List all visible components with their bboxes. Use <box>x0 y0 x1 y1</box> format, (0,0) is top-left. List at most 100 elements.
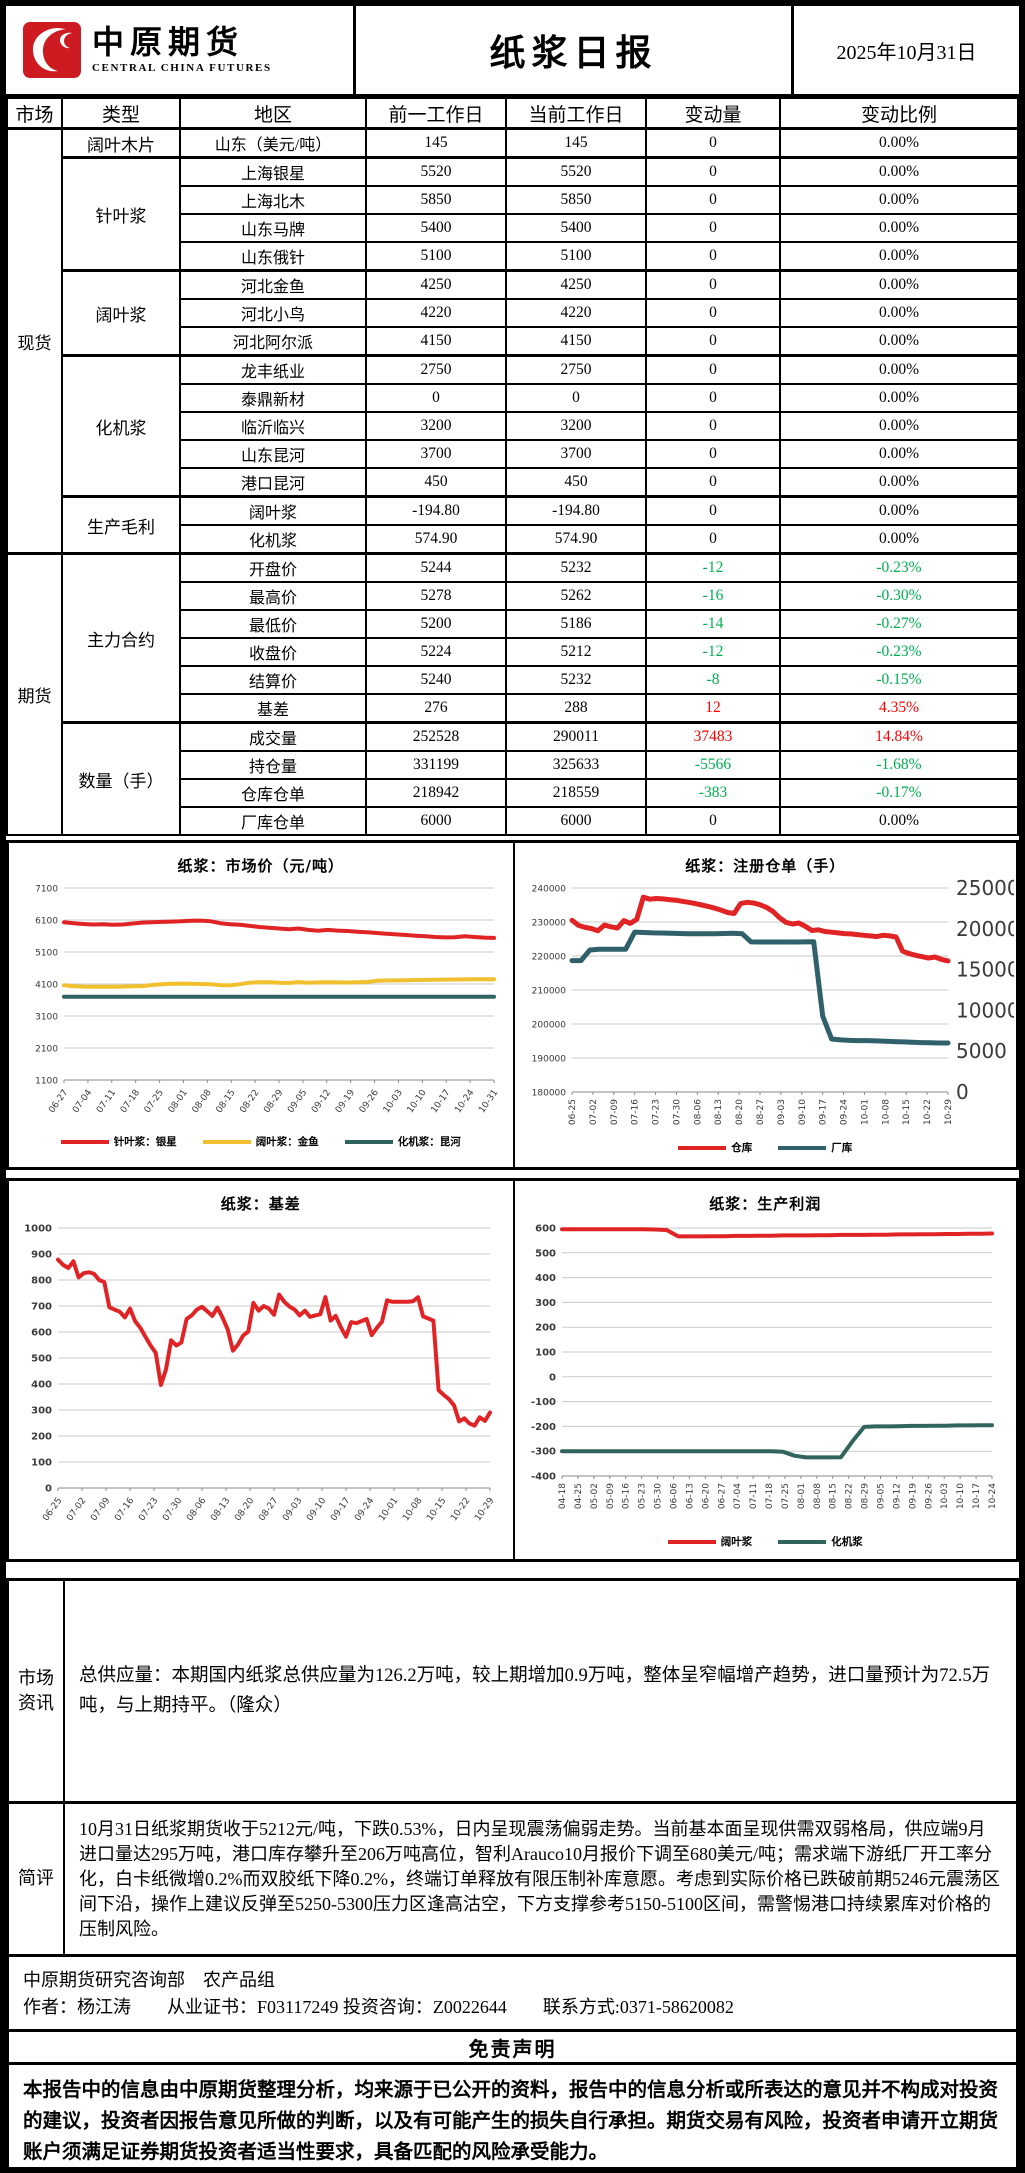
type-cell: 化机浆 <box>61 354 181 498</box>
chart-row-2: 纸浆：基差 0 100 200 300 400 500 600 700 800 900 1000 06-… <box>6 1178 1019 1562</box>
chart-row-1: 纸浆：市场价（元/吨） 1100 2100 3100 4100 5100 6100 7100 0… <box>6 840 1019 1170</box>
svg-text:06-06: 06-06 <box>670 1483 680 1509</box>
region-cell: 泰鼎新材 <box>179 383 367 413</box>
chart-market-price-legend: 针叶浆：银星 阔叶浆：金鱼 化机浆：昆河 <box>60 1134 461 1149</box>
market-cell: 期货 <box>6 552 63 836</box>
table-row: 最低价 5200 5186 -14 -0.27% <box>7 609 1019 639</box>
svg-text:08-01: 08-01 <box>797 1483 807 1509</box>
svg-text:07-09: 07-09 <box>89 1496 112 1523</box>
svg-text:06-27: 06-27 <box>718 1483 728 1509</box>
value-cell: 14.84% <box>779 721 1019 752</box>
value-cell: 276 <box>365 693 507 724</box>
chart-basis: 纸浆：基差 0 100 200 300 400 500 600 700 800 900 1000 06-… <box>9 1181 513 1559</box>
value-cell: -0.17% <box>779 778 1019 808</box>
region-cell: 龙丰纸业 <box>179 354 367 385</box>
legend-item: 厂库 <box>778 1140 852 1155</box>
svg-text:09-10: 09-10 <box>798 1099 808 1125</box>
svg-text:1100: 1100 <box>35 1077 58 1087</box>
chart-basis-title: 纸浆：基差 <box>220 1195 301 1213</box>
value-cell: 574.90 <box>505 524 647 555</box>
svg-text:500: 500 <box>535 1248 556 1259</box>
svg-text:05-09: 05-09 <box>606 1483 616 1509</box>
region-cell: 开盘价 <box>179 552 367 583</box>
svg-text:100: 100 <box>535 1348 556 1359</box>
svg-text:4100: 4100 <box>35 981 58 991</box>
chart-profit-legend: 阔叶浆 化机浆 <box>667 1534 863 1549</box>
svg-text:06-25: 06-25 <box>568 1099 578 1125</box>
market-info-label-line2: 资讯 <box>18 1693 54 1713</box>
col-header-change: 变动量 <box>645 97 781 130</box>
table-row: 港口昆河 450 450 0 0.00% <box>7 467 1019 498</box>
market-info-text: 总供应量：本期国内纸浆总供应量为126.2万吨，较上期增加0.9万吨，整体呈窄幅… <box>79 1666 991 1716</box>
svg-text:08-06: 08-06 <box>694 1099 704 1125</box>
svg-text:09-17: 09-17 <box>329 1496 352 1523</box>
svg-text:08-01: 08-01 <box>166 1088 189 1115</box>
svg-text:220000: 220000 <box>532 953 567 963</box>
region-cell: 山东俄针 <box>179 241 367 272</box>
svg-text:07-04: 07-04 <box>733 1483 743 1509</box>
value-cell: 0.00% <box>779 354 1019 385</box>
legend-line-icon <box>678 1145 727 1150</box>
svg-text:07-30: 07-30 <box>673 1099 683 1125</box>
chart-profit-title: 纸浆：生产利润 <box>709 1195 822 1213</box>
svg-text:06-20: 06-20 <box>702 1483 712 1509</box>
value-cell: -8 <box>645 665 781 695</box>
value-cell: 0 <box>505 383 647 413</box>
svg-text:-100: -100 <box>531 1397 556 1408</box>
svg-text:04-25: 04-25 <box>574 1483 584 1509</box>
value-cell: 0 <box>645 269 781 300</box>
value-cell: -383 <box>645 778 781 808</box>
table-row: 收盘价 5224 5212 -12 -0.23% <box>7 637 1019 667</box>
value-cell: 290011 <box>505 721 647 752</box>
svg-text:08-20: 08-20 <box>735 1099 745 1125</box>
region-cell: 山东（美元/吨） <box>179 127 367 159</box>
comment-text: 10月31日纸浆期货收于5212元/吨，下跌0.53%，日内呈现震荡偏弱走势。当… <box>79 1818 1000 1939</box>
value-cell: 0 <box>645 383 781 413</box>
value-cell: 288 <box>505 693 647 724</box>
comment-section: 简评 10月31日纸浆期货收于5212元/吨，下跌0.53%，日内呈现震荡偏弱走… <box>6 1801 1019 1957</box>
table-row: 数量（手） 成交量 252528 290011 37483 14.84% <box>7 721 1019 836</box>
value-cell: -0.27% <box>779 609 1019 639</box>
value-cell: 5224 <box>365 637 507 667</box>
value-cell: 145 <box>365 127 507 159</box>
value-cell: -194.80 <box>365 495 507 526</box>
value-cell: 0.00% <box>779 467 1019 498</box>
value-cell: 450 <box>505 467 647 498</box>
svg-text:10-10: 10-10 <box>956 1483 966 1509</box>
value-cell: 5520 <box>505 156 647 187</box>
value-cell: 0 <box>645 354 781 385</box>
svg-text:09-24: 09-24 <box>840 1099 850 1125</box>
table-header-row: 市场 类型 地区 前一工作日 当前工作日 变动量 变动比例 <box>6 97 1019 130</box>
legend-item: 化机浆 <box>778 1534 863 1549</box>
svg-text:05-30: 05-30 <box>654 1483 664 1509</box>
value-cell: -0.30% <box>779 581 1019 611</box>
chart-market-price-title: 纸浆：市场价（元/吨） <box>177 857 344 875</box>
region-cell: 河北阿尔派 <box>179 326 367 357</box>
value-cell: 0 <box>645 439 781 469</box>
svg-text:09-12: 09-12 <box>893 1483 903 1509</box>
svg-text:180000: 180000 <box>532 1089 567 1099</box>
value-cell: 331199 <box>365 750 507 780</box>
value-cell: 0 <box>645 411 781 441</box>
svg-text:100: 100 <box>31 1458 52 1469</box>
value-cell: 3700 <box>505 439 647 469</box>
value-cell: 5232 <box>505 552 647 583</box>
svg-text:600: 600 <box>535 1224 556 1235</box>
svg-text:09-10: 09-10 <box>305 1496 328 1523</box>
svg-text:-300: -300 <box>531 1447 556 1458</box>
value-cell: 218942 <box>365 778 507 808</box>
svg-text:08-22: 08-22 <box>845 1483 855 1509</box>
svg-text:0: 0 <box>956 1080 969 1104</box>
svg-text:09-05: 09-05 <box>877 1483 887 1509</box>
legend-line-icon <box>667 1539 716 1544</box>
svg-text:08-20: 08-20 <box>233 1496 256 1523</box>
chart-profit-plot: -400 -300 -200 -100 0 100 200 300 400 500 600 04-18… <box>531 1224 998 1510</box>
svg-text:07-23: 07-23 <box>652 1099 662 1125</box>
value-cell: 0 <box>645 127 781 159</box>
value-cell: 4250 <box>505 269 647 300</box>
svg-text:800: 800 <box>31 1276 52 1287</box>
brand-block: 中原期货 CENTRAL CHINA FUTURES <box>6 6 356 94</box>
value-cell: 5100 <box>365 241 507 272</box>
